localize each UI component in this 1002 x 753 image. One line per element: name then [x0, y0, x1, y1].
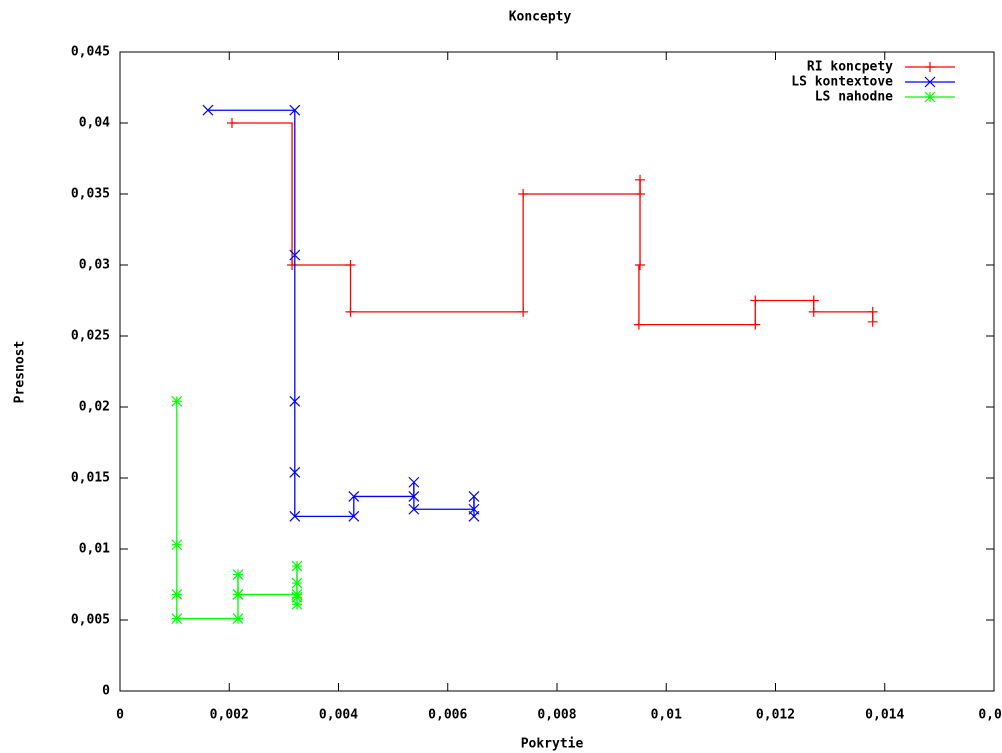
- plot-frame: [119, 51, 995, 692]
- x-tick-label: 0,01: [978, 708, 1002, 723]
- point: [635, 174, 646, 185]
- point: [633, 319, 644, 330]
- y-tick-label: 0: [102, 684, 110, 699]
- x-tick-label: 0,006: [428, 708, 467, 723]
- point: [635, 260, 646, 270]
- point: [518, 306, 529, 317]
- point: [232, 589, 244, 600]
- legend-marker: [925, 62, 935, 72]
- x-axis-label: Pokrytie: [521, 737, 584, 752]
- point: [289, 466, 301, 478]
- legend-label: RI koncpety: [807, 60, 893, 75]
- point: [226, 118, 237, 128]
- chart-title: Koncepty: [509, 10, 572, 25]
- y-tick-label: 0,015: [71, 471, 110, 486]
- point: [232, 613, 244, 625]
- point: [289, 104, 301, 116]
- point: [468, 510, 480, 522]
- point: [867, 306, 878, 317]
- point: [750, 295, 761, 306]
- legend-marker: [924, 91, 936, 103]
- x-tick-label: 0,008: [537, 708, 576, 723]
- point: [291, 591, 303, 603]
- point: [202, 104, 214, 116]
- point: [291, 577, 303, 589]
- point: [291, 560, 303, 572]
- x-tick-label: 0,014: [865, 708, 904, 723]
- y-tick-label: 0,01: [79, 542, 110, 557]
- point: [289, 395, 301, 407]
- point: [808, 295, 819, 306]
- line-segment: [638, 264, 641, 325]
- x-tick-label: 0: [116, 708, 124, 723]
- point: [287, 260, 298, 270]
- x-tick-label: 0,004: [319, 708, 358, 723]
- y-tick-label: 0,03: [79, 258, 110, 273]
- point: [408, 476, 420, 488]
- point: [291, 598, 303, 610]
- point: [867, 316, 878, 327]
- legend-label: LS kontextove: [791, 75, 893, 90]
- y-tick-label: 0,025: [71, 329, 110, 344]
- x-tick-label: 0,012: [756, 708, 795, 723]
- y-tick-label: 0,04: [79, 116, 110, 131]
- point: [348, 510, 360, 522]
- legend-marker: [924, 76, 936, 88]
- y-axis-label: Presnost: [13, 341, 28, 404]
- point: [348, 491, 360, 502]
- y-tick-label: 0,035: [71, 187, 110, 202]
- point: [171, 589, 183, 600]
- y-tick-label: 0,045: [71, 45, 110, 60]
- point: [468, 491, 480, 502]
- y-tick-label: 0,005: [71, 613, 110, 628]
- point: [171, 395, 183, 407]
- point: [750, 319, 761, 330]
- line-segment: [231, 122, 293, 265]
- point: [635, 189, 646, 199]
- legend-label: LS nahodne: [815, 90, 893, 105]
- point: [289, 249, 301, 261]
- point: [232, 569, 244, 580]
- point: [345, 260, 356, 270]
- point: [408, 491, 420, 502]
- point: [408, 503, 420, 515]
- point: [518, 189, 529, 199]
- point: [345, 306, 356, 317]
- x-tick-label: 0,002: [210, 708, 249, 723]
- point: [171, 539, 183, 551]
- point: [289, 510, 301, 522]
- x-tick-label: 0,01: [651, 708, 682, 723]
- point: [171, 613, 183, 625]
- point: [808, 306, 819, 317]
- y-tick-label: 0,02: [79, 400, 110, 415]
